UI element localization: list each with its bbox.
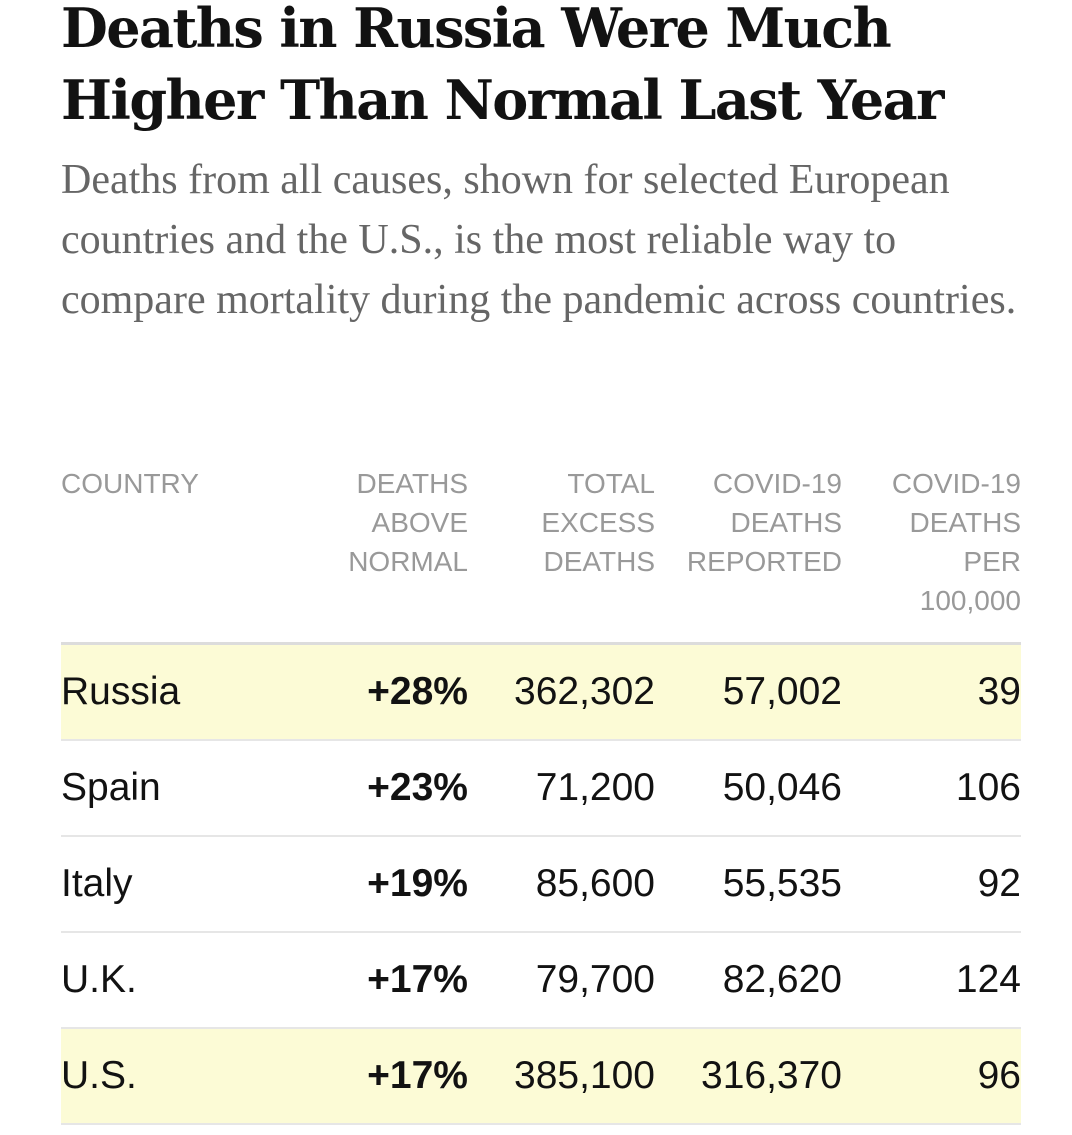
- chart-page: Deaths in Russia Were Much Higher Than N…: [61, 0, 1021, 1125]
- deaths-table: COUNTRY DEATHS ABOVE NORMAL TOTAL EXCESS DEATH…: [61, 464, 1021, 1125]
- deaths-above-normal-cell: +19%: [311, 835, 468, 932]
- col-country-header: COUNTRY: [61, 464, 311, 644]
- covid-deaths-per-100k-cell: 39: [842, 642, 1021, 740]
- total-excess-deaths-cell: 71,200: [468, 739, 655, 836]
- table-header: COUNTRY DEATHS ABOVE NORMAL TOTAL EXCESS DEATH…: [61, 464, 1021, 644]
- table-body: Russia +28% 362,302 57,002 39 Spain +23% 71,200…: [61, 642, 1021, 1125]
- country-cell: Italy: [61, 835, 311, 932]
- covid-deaths-per-100k-cell: 92: [842, 835, 1021, 932]
- table-row-russia: Russia +28% 362,302 57,002 39: [61, 642, 1021, 740]
- total-excess-deaths-cell: 79,700: [468, 931, 655, 1028]
- header-label-line: REPORTED: [686, 546, 842, 577]
- deaths-above-normal-cell: +23%: [311, 739, 468, 836]
- covid-deaths-reported-cell: 82,620: [655, 931, 842, 1028]
- covid-deaths-reported-cell: 50,046: [655, 739, 842, 836]
- table-row-spain: Spain +23% 71,200 50,046 106: [61, 739, 1021, 836]
- country-cell: Spain: [61, 739, 311, 836]
- header-label-line: DEATHS: [730, 507, 843, 538]
- deaths-above-normal-cell: +17%: [311, 931, 468, 1028]
- covid-deaths-per-100k-cell: 106: [842, 739, 1021, 836]
- chart-title: Deaths in Russia Were Much Higher Than N…: [61, 0, 944, 132]
- country-cell: U.K.: [61, 931, 311, 1028]
- total-excess-deaths-cell: 85,600: [468, 835, 655, 932]
- total-excess-deaths-cell: 362,302: [468, 642, 655, 740]
- covid-deaths-per-100k-cell: 124: [842, 931, 1021, 1028]
- col-total-excess-deaths-header: TOTAL EXCESS DEATHS: [468, 464, 655, 644]
- country-cell: U.S.: [61, 1027, 311, 1125]
- header-label-line: COVID-19: [712, 468, 842, 499]
- covid-deaths-reported-cell: 55,535: [655, 835, 842, 932]
- header-label-line: 100,000: [919, 585, 1021, 616]
- country-cell: Russia: [61, 642, 311, 740]
- col-deaths-above-normal-header: DEATHS ABOVE NORMAL: [311, 464, 468, 644]
- header-label-line: ABOVE: [371, 507, 468, 538]
- header-label-line: TOTAL: [567, 468, 655, 499]
- total-excess-deaths-cell: 385,100: [468, 1027, 655, 1125]
- col-covid-deaths-reported-header: COVID-19 DEATHS REPORTED: [655, 464, 842, 644]
- covid-deaths-reported-cell: 316,370: [655, 1027, 842, 1125]
- header-row: COUNTRY DEATHS ABOVE NORMAL TOTAL EXCESS DEATH…: [61, 464, 1021, 644]
- header-label-line: PER: [963, 546, 1021, 577]
- header-label-line: COUNTRY: [61, 468, 199, 499]
- table-row-us: U.S. +17% 385,100 316,370 96: [61, 1027, 1021, 1125]
- deaths-above-normal-cell: +17%: [311, 1027, 468, 1125]
- header-label-line: EXCESS: [541, 507, 655, 538]
- header-label-line: DEATHS: [543, 546, 656, 577]
- header-label-line: DEATHS: [356, 468, 469, 499]
- header-label-line: COVID-19: [891, 468, 1021, 499]
- deaths-above-normal-cell: +28%: [311, 642, 468, 740]
- covid-deaths-reported-cell: 57,002: [655, 642, 842, 740]
- col-covid-deaths-per-100k-header: COVID-19 DEATHS PER 100,000: [842, 464, 1021, 644]
- chart-subtitle: Deaths from all causes, shown for select…: [61, 157, 1017, 323]
- table-row-italy: Italy +19% 85,600 55,535 92: [61, 835, 1021, 932]
- header-label-line: NORMAL: [348, 546, 468, 577]
- table-row-uk: U.K. +17% 79,700 82,620 124: [61, 931, 1021, 1028]
- header-label-line: DEATHS: [909, 507, 1022, 538]
- covid-deaths-per-100k-cell: 96: [842, 1027, 1021, 1125]
